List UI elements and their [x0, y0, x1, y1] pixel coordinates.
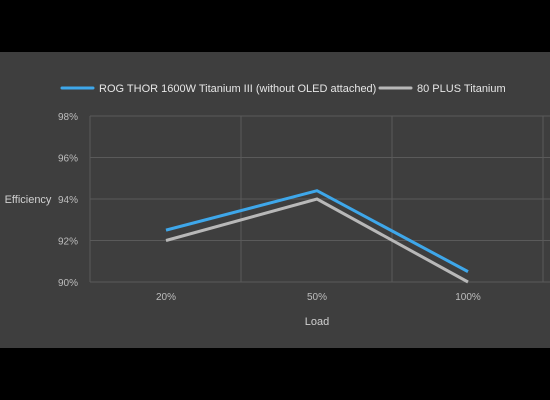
- y-tick-labels: 90% 92% 94% 96% 98%: [58, 112, 78, 289]
- legend-label-titanium: 80 PLUS Titanium: [417, 83, 506, 95]
- x-tick-labels: 20% 50% 100%: [156, 292, 481, 303]
- x-tick-label: 20%: [156, 292, 176, 303]
- x-axis-label: Load: [305, 316, 329, 328]
- series-line-rog: [165, 189, 469, 273]
- legend: ROG THOR 1600W Titanium III (without OLE…: [60, 83, 506, 95]
- series-layer: [165, 189, 469, 284]
- y-tick-label: 94%: [58, 195, 78, 206]
- y-tick-label: 98%: [58, 112, 78, 123]
- legend-label-rog: ROG THOR 1600W Titanium III (without OLE…: [99, 83, 376, 95]
- chart-panel: [0, 52, 550, 348]
- x-tick-label: 50%: [307, 292, 327, 303]
- y-tick-label: 92%: [58, 237, 78, 248]
- x-tick-label: 100%: [455, 292, 481, 303]
- y-tick-label: 96%: [58, 154, 78, 165]
- series-line-titanium: [165, 197, 469, 284]
- y-tick-label: 90%: [58, 278, 78, 289]
- y-axis-label: Efficiency: [5, 194, 52, 206]
